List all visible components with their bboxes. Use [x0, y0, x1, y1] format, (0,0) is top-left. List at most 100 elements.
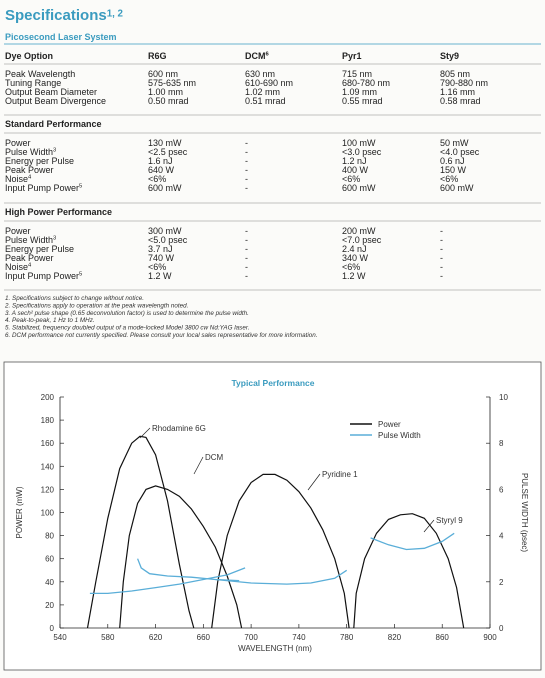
line-series: [370, 532, 455, 551]
row-label-text: Power: [5, 138, 31, 148]
row-label-text: Peak Power: [5, 165, 54, 175]
row-label: Noise4: [5, 262, 32, 272]
annotation: Pyridine 1: [322, 470, 358, 479]
cell: -: [440, 271, 443, 281]
row-label: Noise4: [5, 174, 32, 184]
cell: <6%: [342, 262, 360, 272]
cell: 1.00 mm: [148, 87, 183, 97]
cell: -: [245, 271, 248, 281]
cell: -: [245, 156, 248, 166]
row-label-text: Pulse Width: [5, 147, 53, 157]
page-title-text: Specifications: [5, 7, 107, 24]
cell: 740 W: [148, 253, 175, 263]
x-tick-label: 900: [483, 633, 497, 642]
y-tick-label: 100: [41, 509, 55, 518]
y-tick-label: 140: [41, 462, 55, 471]
annotation: Rhodamine 6G: [152, 424, 206, 433]
cell: -: [440, 226, 443, 236]
cell: <4.0 psec: [440, 147, 480, 157]
cell: 1.09 mm: [342, 87, 377, 97]
column-header: Pyr1: [342, 51, 362, 61]
x-tick-label: 740: [292, 633, 306, 642]
cell: -: [245, 235, 248, 245]
cell: 2.4 nJ: [342, 244, 367, 254]
cell: 610-690 nm: [245, 78, 293, 88]
page-title: Specifications1, 2: [5, 7, 124, 24]
y-tick-label: 200: [41, 393, 55, 402]
cell: 340 W: [342, 253, 369, 263]
footnote: 5. Stabilized, frequency doubled output …: [5, 325, 249, 332]
cell: -: [245, 183, 248, 193]
column-header: R6G: [148, 51, 167, 61]
cell: 640 W: [148, 165, 175, 175]
cell: <6%: [342, 174, 360, 184]
cell: 1.6 nJ: [148, 156, 173, 166]
cell: 600 mW: [342, 183, 376, 193]
annotation: Styryl 9: [436, 516, 463, 525]
footnote: 1. Specifications subject to change with…: [5, 295, 144, 302]
cell: <5.0 psec: [148, 235, 188, 245]
x-tick-label: 860: [436, 633, 450, 642]
cell: 715 nm: [342, 69, 372, 79]
section-title: High Power Performance: [5, 207, 112, 217]
row-label: Pulse Width3: [5, 147, 56, 157]
column-header-text: DCM: [245, 51, 266, 61]
footnote: 3. A sech² pulse shape (0.65 deconvoluti…: [5, 310, 249, 317]
row-label: Energy per Pulse: [5, 156, 74, 166]
cell: 600 mW: [148, 183, 182, 193]
cell: -: [245, 262, 248, 272]
cell: 805 nm: [440, 69, 470, 79]
x-tick-label: 580: [101, 633, 115, 642]
cell: <3.0 psec: [342, 147, 382, 157]
row-label: Power: [5, 138, 31, 148]
cell: 0.58 mrad: [440, 96, 481, 106]
cell: -: [440, 253, 443, 263]
row-label-text: Output Beam Divergence: [5, 96, 106, 106]
cell: <2.5 psec: [148, 147, 188, 157]
line-series: [89, 567, 246, 595]
y-tick-label: 180: [41, 416, 55, 425]
cell: -: [440, 262, 443, 272]
y-tick-label: 160: [41, 439, 55, 448]
line-series: [215, 569, 348, 585]
y2-axis-label: PULSE WIDTH (psec): [520, 473, 529, 552]
y-axis-label: POWER (mW): [15, 486, 24, 538]
cell: 300 mW: [148, 226, 182, 236]
superscript: 3: [53, 236, 56, 242]
cell: 0.50 mrad: [148, 96, 189, 106]
x-tick-label: 700: [244, 633, 258, 642]
cell: -: [440, 244, 443, 254]
x-tick-label: 540: [53, 633, 67, 642]
superscript: 4: [28, 263, 32, 269]
row-label: Peak Power: [5, 253, 54, 263]
superscript: 4: [28, 175, 32, 181]
y-tick-label: 0: [50, 624, 55, 633]
row-label-text: Pulse Width: [5, 235, 53, 245]
cell: <6%: [440, 174, 458, 184]
x-tick-label: 820: [388, 633, 402, 642]
cell: <6%: [148, 262, 166, 272]
cell: -: [245, 147, 248, 157]
cell: 600 mW: [440, 183, 474, 193]
row-label: Peak Wavelength: [5, 69, 75, 79]
chart-title: Typical Performance: [232, 378, 315, 388]
column-header: Dye Option: [5, 51, 53, 61]
x-axis-label: WAVELENGTH (nm): [238, 644, 312, 653]
row-label-text: Tuning Range: [5, 78, 61, 88]
footnote: 6. DCM performance not currently specifi…: [5, 332, 318, 339]
row-label: Output Beam Diameter: [5, 87, 97, 97]
row-label: Input Pump Power5: [5, 271, 82, 281]
cell: 100 mW: [342, 138, 376, 148]
leader-line: [139, 427, 151, 439]
y2-tick-label: 4: [499, 532, 504, 541]
column-header: DCM6: [245, 51, 270, 61]
y-tick-label: 120: [41, 485, 55, 494]
line-series: [119, 485, 243, 629]
annotation: DCM: [205, 453, 224, 462]
row-label-text: Peak Power: [5, 253, 54, 263]
row-label-text: Input Pump Power: [5, 271, 79, 281]
cell: 600 nm: [148, 69, 178, 79]
row-label-text: Noise: [5, 174, 28, 184]
legend-label: Power: [378, 420, 401, 429]
section-title: Standard Performance: [5, 119, 102, 129]
